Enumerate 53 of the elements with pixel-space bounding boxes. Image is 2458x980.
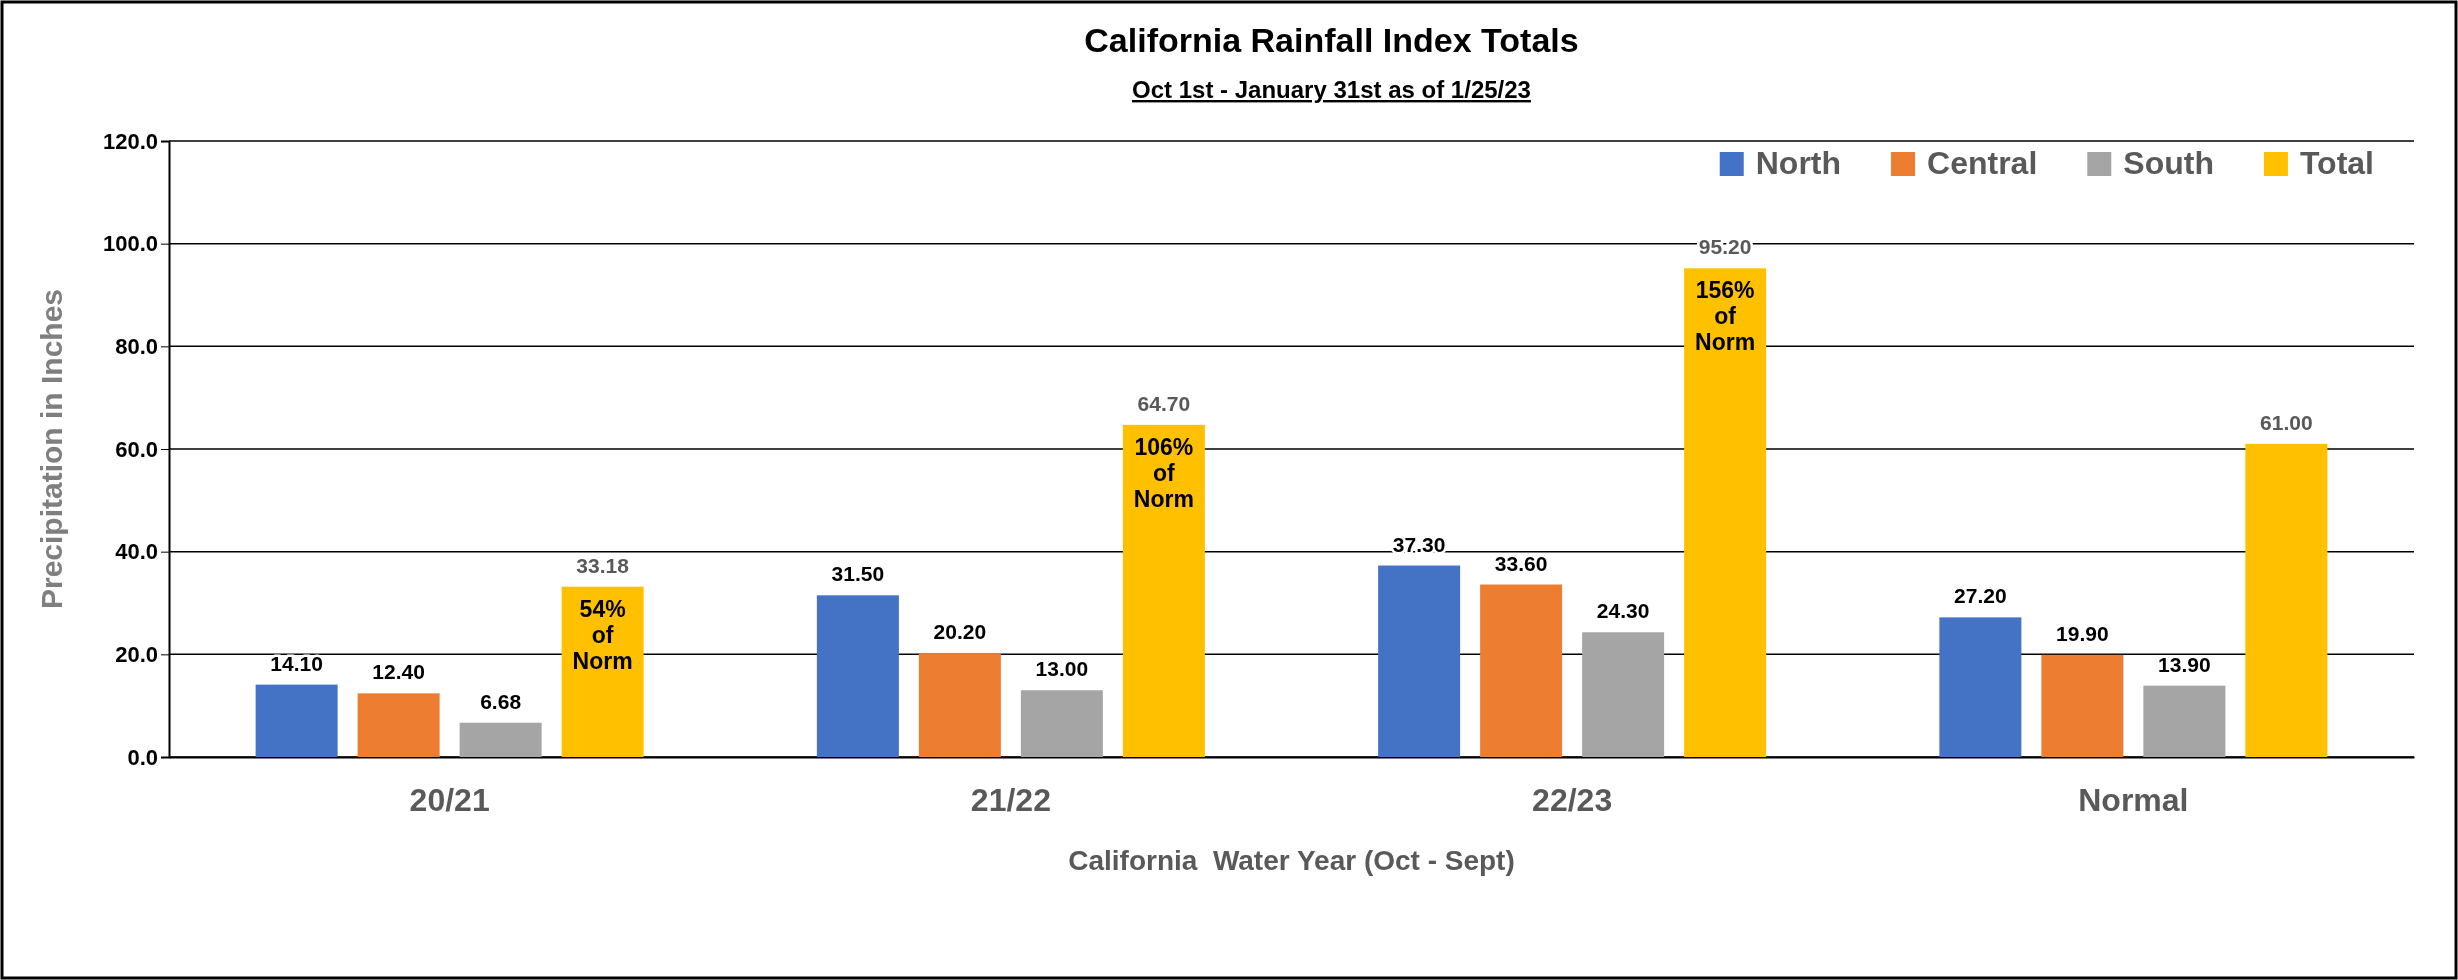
y-tick-label: 100.0: [102, 231, 158, 257]
data-label: 12.40: [372, 660, 425, 684]
legend-label: South: [2123, 145, 2214, 181]
x-tick-label: 21/22: [970, 782, 1051, 819]
y-tick-label: 20.0: [115, 641, 158, 667]
data-label: 13.00: [1035, 657, 1089, 681]
bar: [1939, 617, 2022, 757]
legend-label: Central: [1927, 145, 2038, 181]
y-axis-title: Precipitation in Inches: [35, 288, 68, 610]
bar: [1020, 690, 1103, 757]
bar: [2245, 443, 2328, 757]
y-tick-label: 120.0: [102, 128, 158, 154]
y-tick-label: 40.0: [115, 539, 158, 565]
bar: [1378, 565, 1461, 757]
data-label: 61.00: [2260, 410, 2313, 434]
x-axis-title: California Water Year (Oct - Sept): [1068, 845, 1515, 876]
bar: [2143, 685, 2226, 757]
chart-subtitle: Oct 1st - January 31st as of 1/25/23: [1132, 76, 1531, 103]
bar: [816, 595, 899, 757]
x-tick-label: Normal: [2078, 782, 2189, 819]
bar: [255, 684, 338, 757]
data-label: 33.18: [576, 553, 630, 577]
data-label: 31.50: [831, 562, 885, 586]
legend-label: Total: [2299, 145, 2374, 181]
annotation: 156% of Norm: [1695, 277, 1756, 356]
y-tick-label: 80.0: [115, 333, 158, 359]
annotation: 54% of Norm: [572, 595, 633, 674]
x-tick-label: 22/23: [1532, 782, 1613, 819]
bar: [1480, 584, 1563, 757]
data-label: 33.60: [1494, 551, 1548, 575]
bar: [918, 653, 1001, 757]
bar: [561, 586, 644, 757]
data-label: 64.70: [1137, 391, 1191, 415]
data-label: 14.10: [270, 651, 323, 675]
x-tick-label: 20/21: [409, 782, 490, 819]
bar: [1684, 268, 1767, 757]
data-label: 19.90: [2056, 621, 2109, 645]
data-label: 13.90: [2158, 652, 2211, 676]
legend-label: North: [1755, 145, 1842, 181]
bar: [357, 693, 440, 757]
data-label: 20.20: [933, 620, 987, 644]
chart-title: California Rainfall Index Totals: [1084, 21, 1579, 59]
bar: [1122, 424, 1205, 757]
y-tick-label: 0.0: [127, 744, 158, 770]
bar: [2041, 654, 2124, 757]
annotation: 106% of Norm: [1133, 433, 1194, 512]
data-label: 24.30: [1596, 599, 1650, 623]
y-tick-label: 60.0: [115, 436, 158, 462]
data-label: 37.30: [1392, 532, 1446, 556]
data-label: 6.68: [480, 689, 522, 713]
data-label: 27.20: [1954, 584, 2007, 608]
bar: [1582, 632, 1665, 757]
bar: [459, 722, 542, 757]
